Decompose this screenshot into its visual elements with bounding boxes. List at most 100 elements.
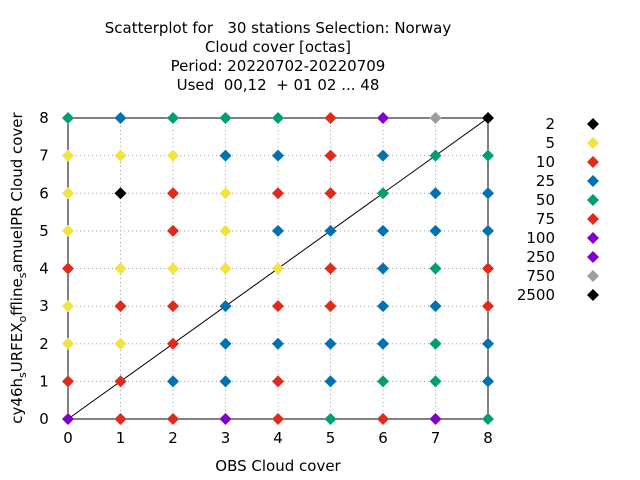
legend-marker bbox=[587, 251, 599, 263]
data-point bbox=[377, 337, 389, 350]
data-point bbox=[429, 337, 442, 350]
legend-label: 250 bbox=[526, 248, 555, 266]
legend-label: 10 bbox=[536, 153, 555, 171]
data-point bbox=[219, 224, 232, 237]
legend-label: 750 bbox=[526, 267, 555, 285]
x-tick-labels: 0 1 2 3 4 5 6 7 8 bbox=[63, 429, 493, 447]
y-tick-label: 3 bbox=[39, 297, 49, 315]
data-point bbox=[429, 375, 442, 388]
data-point bbox=[272, 413, 284, 425]
data-point bbox=[377, 413, 389, 425]
data-point bbox=[167, 112, 179, 124]
data-point bbox=[167, 375, 179, 388]
title-line-1: Scatterplot for 30 stations Selection: N… bbox=[105, 19, 452, 37]
data-point bbox=[272, 187, 284, 200]
data-point bbox=[482, 300, 494, 313]
data-point bbox=[114, 149, 127, 162]
x-tick-label: 8 bbox=[483, 429, 493, 447]
x-tick-label: 7 bbox=[431, 429, 441, 447]
legend-marker bbox=[587, 137, 599, 149]
data-point bbox=[114, 112, 127, 124]
data-point bbox=[219, 413, 232, 425]
data-point bbox=[377, 375, 389, 388]
data-point bbox=[324, 224, 337, 237]
data-point bbox=[167, 337, 179, 350]
data-point bbox=[219, 262, 232, 275]
data-point bbox=[167, 300, 179, 313]
y-label-segment: URFEX bbox=[8, 322, 26, 372]
legend-label: 100 bbox=[526, 229, 555, 247]
chart-title: Scatterplot for 30 stations Selection: N… bbox=[105, 19, 452, 94]
y-tick-label: 7 bbox=[39, 147, 49, 165]
title-line-4: Used 00,12 + 01 02 ... 48 bbox=[177, 76, 380, 94]
x-tick-label: 6 bbox=[378, 429, 388, 447]
data-point bbox=[482, 224, 494, 237]
y-label-subscript: s bbox=[16, 272, 29, 278]
data-point bbox=[482, 413, 494, 425]
title-line-2: Cloud cover [octas] bbox=[205, 38, 351, 56]
data-point bbox=[324, 262, 337, 275]
data-point bbox=[219, 337, 232, 350]
data-point bbox=[429, 413, 442, 425]
data-point bbox=[62, 337, 74, 350]
legend-marker bbox=[587, 232, 599, 244]
x-tick-label: 2 bbox=[168, 429, 178, 447]
data-point bbox=[219, 187, 232, 200]
data-point bbox=[272, 337, 284, 350]
data-point bbox=[429, 187, 442, 200]
x-axis-label: OBS Cloud cover bbox=[215, 457, 341, 475]
data-point bbox=[377, 300, 389, 313]
data-point bbox=[324, 413, 337, 425]
legend-label: 50 bbox=[536, 191, 555, 209]
data-point bbox=[114, 337, 127, 350]
data-point bbox=[167, 187, 179, 200]
y-label-segment: cy46h bbox=[8, 378, 26, 424]
data-point bbox=[114, 413, 127, 425]
y-tick-label: 0 bbox=[39, 410, 49, 428]
y-label-segment: amuelPR Cloud cover bbox=[8, 111, 26, 272]
y-axis-label: cy46hsURFEXofflinesamuelPR Cloud cover bbox=[8, 111, 29, 423]
legend-marker bbox=[587, 118, 599, 130]
y-tick-label: 4 bbox=[39, 260, 49, 278]
data-point bbox=[62, 149, 74, 162]
legend-marker bbox=[587, 213, 599, 225]
data-point bbox=[482, 337, 494, 350]
legend-label: 2500 bbox=[517, 286, 555, 304]
data-point bbox=[429, 112, 442, 124]
x-tick-label: 3 bbox=[221, 429, 231, 447]
data-point bbox=[429, 149, 442, 162]
data-point bbox=[272, 149, 284, 162]
data-point bbox=[62, 262, 74, 275]
data-point bbox=[167, 224, 179, 237]
data-point bbox=[272, 262, 284, 275]
y-tick-labels: 0 1 2 3 4 5 6 7 8 bbox=[39, 109, 49, 428]
data-point bbox=[219, 300, 232, 313]
data-point bbox=[324, 337, 337, 350]
data-point bbox=[377, 112, 389, 124]
data-point bbox=[377, 187, 389, 200]
data-point bbox=[429, 300, 442, 313]
y-label-subscript: s bbox=[16, 372, 29, 378]
data-point bbox=[272, 112, 284, 124]
data-point bbox=[324, 187, 337, 200]
data-point bbox=[167, 262, 179, 275]
x-tick-label: 0 bbox=[63, 429, 73, 447]
data-point bbox=[114, 375, 127, 388]
data-point bbox=[62, 375, 74, 388]
data-point bbox=[114, 300, 127, 313]
y-label-segment: ffline bbox=[8, 278, 26, 315]
data-point bbox=[324, 149, 337, 162]
data-points bbox=[62, 112, 494, 425]
data-point bbox=[377, 149, 389, 162]
data-point bbox=[482, 112, 494, 124]
y-tick-label: 5 bbox=[39, 222, 49, 240]
data-point bbox=[272, 375, 284, 388]
y-tick-label: 1 bbox=[39, 372, 49, 390]
data-point bbox=[62, 413, 74, 425]
data-point bbox=[324, 300, 337, 313]
data-point bbox=[482, 262, 494, 275]
x-tick-label: 1 bbox=[116, 429, 126, 447]
legend-label: 5 bbox=[545, 134, 555, 152]
y-tick-label: 2 bbox=[39, 335, 49, 353]
